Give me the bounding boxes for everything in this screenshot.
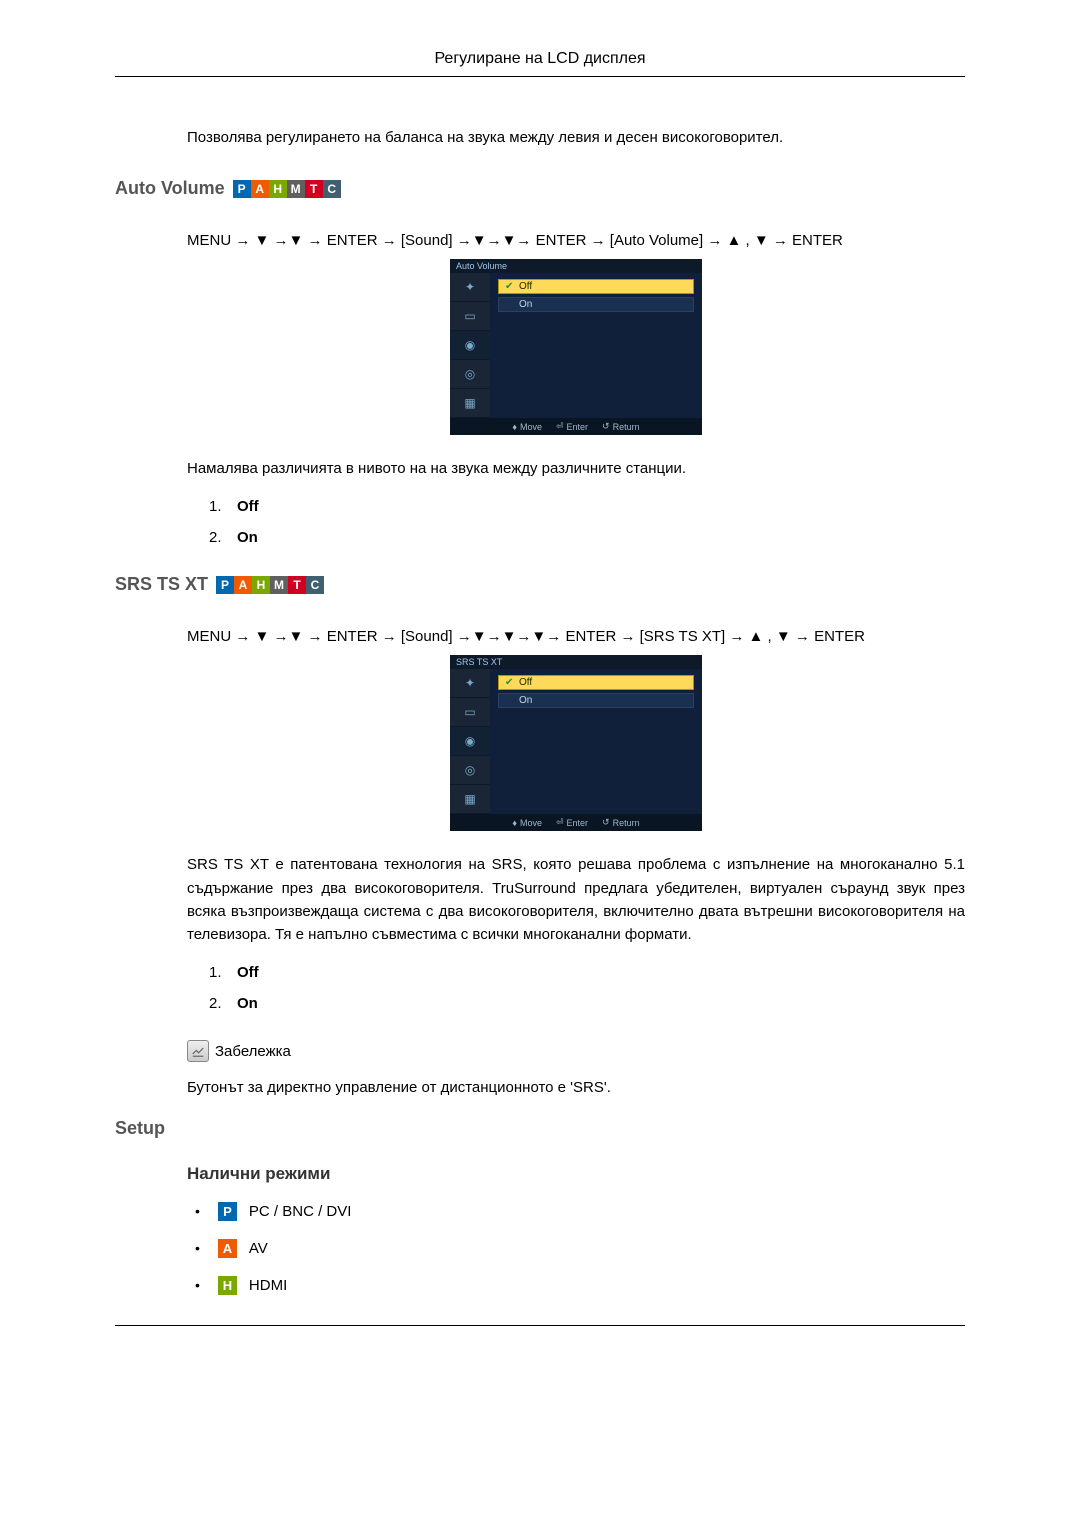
mode-badge-a: A: [251, 180, 269, 198]
note-label: Забележка: [215, 1043, 291, 1060]
mode-badge-c: C: [323, 180, 341, 198]
menu-path-auto-volume: MENU → ▼ →▼ → ENTER → [Sound] →▼→▼→ ENTE…: [187, 229, 965, 253]
section-title-text: SRS TS XT: [115, 574, 208, 595]
mode-badge-t: T: [305, 180, 323, 198]
note-row: Забележка: [187, 1040, 965, 1062]
list-item: 1.Off: [209, 964, 965, 981]
section-title-text: Auto Volume: [115, 178, 225, 199]
osd-option: On: [498, 693, 694, 708]
osd-enter-hint: ⏎ Enter: [556, 817, 588, 828]
list-item: 1.Off: [209, 498, 965, 515]
note-text: Бутонът за директно управление от дистан…: [187, 1076, 965, 1099]
available-modes-heading: Налични режими: [187, 1164, 965, 1184]
mode-label: HDMI: [249, 1277, 287, 1294]
srs-description: SRS TS XT е патентована технология на SR…: [187, 853, 965, 946]
mode-badge-m: M: [287, 180, 305, 198]
modes-list: P PC / BNC / DVI A AV H HDMI: [195, 1202, 965, 1295]
mode-badge-c: C: [306, 576, 324, 594]
section-auto-volume-title: Auto Volume PAHMTC: [115, 178, 965, 199]
osd-options: ✔Off On: [490, 273, 702, 418]
mode-badges: PAHMTC: [216, 576, 324, 594]
osd-title: SRS TS XT: [450, 655, 702, 669]
osd-move-hint: ♦ Move: [512, 817, 542, 828]
auto-volume-description: Намалява различията в нивото на на звука…: [187, 457, 965, 480]
mode-badge-t: T: [288, 576, 306, 594]
osd-option: ✔Off: [498, 675, 694, 690]
mode-badge-h: H: [269, 180, 287, 198]
list-item: 2.On: [209, 995, 965, 1012]
mode-label: AV: [249, 1240, 268, 1257]
page-header: Регулиране на LCD дисплея: [115, 50, 965, 77]
osd-return-hint: ↺ Return: [602, 421, 640, 432]
mode-badge-h: H: [252, 576, 270, 594]
section-setup-title: Setup: [115, 1118, 965, 1139]
auto-volume-options-list: 1.Off 2.On: [209, 498, 965, 546]
osd-sidebar: ✦ ▭ ◉ ◎ ▦: [450, 669, 490, 814]
osd-option: ✔Off: [498, 279, 694, 294]
osd-move-hint: ♦ Move: [512, 421, 542, 432]
osd-screenshot-auto-volume: Auto Volume ✦ ▭ ◉ ◎ ▦ ✔Off On ♦ Move ⏎ En…: [187, 259, 965, 435]
mode-badge-p: P: [216, 576, 234, 594]
mode-badge-h-icon: H: [218, 1276, 237, 1295]
mode-badge-m: M: [270, 576, 288, 594]
srs-options-list: 1.Off 2.On: [209, 964, 965, 1012]
mode-badges: PAHMTC: [233, 180, 341, 198]
note-icon: [187, 1040, 209, 1062]
mode-item: P PC / BNC / DVI: [195, 1202, 965, 1221]
mode-label: PC / BNC / DVI: [249, 1203, 352, 1220]
mode-badge-p-icon: P: [218, 1202, 237, 1221]
mode-badge-a-icon: A: [218, 1239, 237, 1258]
osd-screenshot-srs: SRS TS XT ✦ ▭ ◉ ◎ ▦ ✔Off On ♦ Move ⏎ Ente…: [187, 655, 965, 831]
osd-footer: ♦ Move ⏎ Enter ↺ Return: [450, 814, 702, 831]
section-srs-title: SRS TS XT PAHMTC: [115, 574, 965, 595]
mode-item: A AV: [195, 1239, 965, 1258]
osd-options: ✔Off On: [490, 669, 702, 814]
mode-item: H HDMI: [195, 1276, 965, 1295]
osd-option: On: [498, 297, 694, 312]
list-item: 2.On: [209, 529, 965, 546]
intro-text: Позволява регулирането на баланса на зву…: [187, 127, 965, 148]
mode-badge-a: A: [234, 576, 252, 594]
osd-return-hint: ↺ Return: [602, 817, 640, 828]
osd-sidebar: ✦ ▭ ◉ ◎ ▦: [450, 273, 490, 418]
mode-badge-p: P: [233, 180, 251, 198]
osd-footer: ♦ Move ⏎ Enter ↺ Return: [450, 418, 702, 435]
osd-enter-hint: ⏎ Enter: [556, 421, 588, 432]
osd-title: Auto Volume: [450, 259, 702, 273]
page-footer-divider: [115, 1325, 965, 1326]
menu-path-srs: MENU → ▼ →▼ → ENTER → [Sound] →▼→▼→▼→ EN…: [187, 625, 965, 649]
